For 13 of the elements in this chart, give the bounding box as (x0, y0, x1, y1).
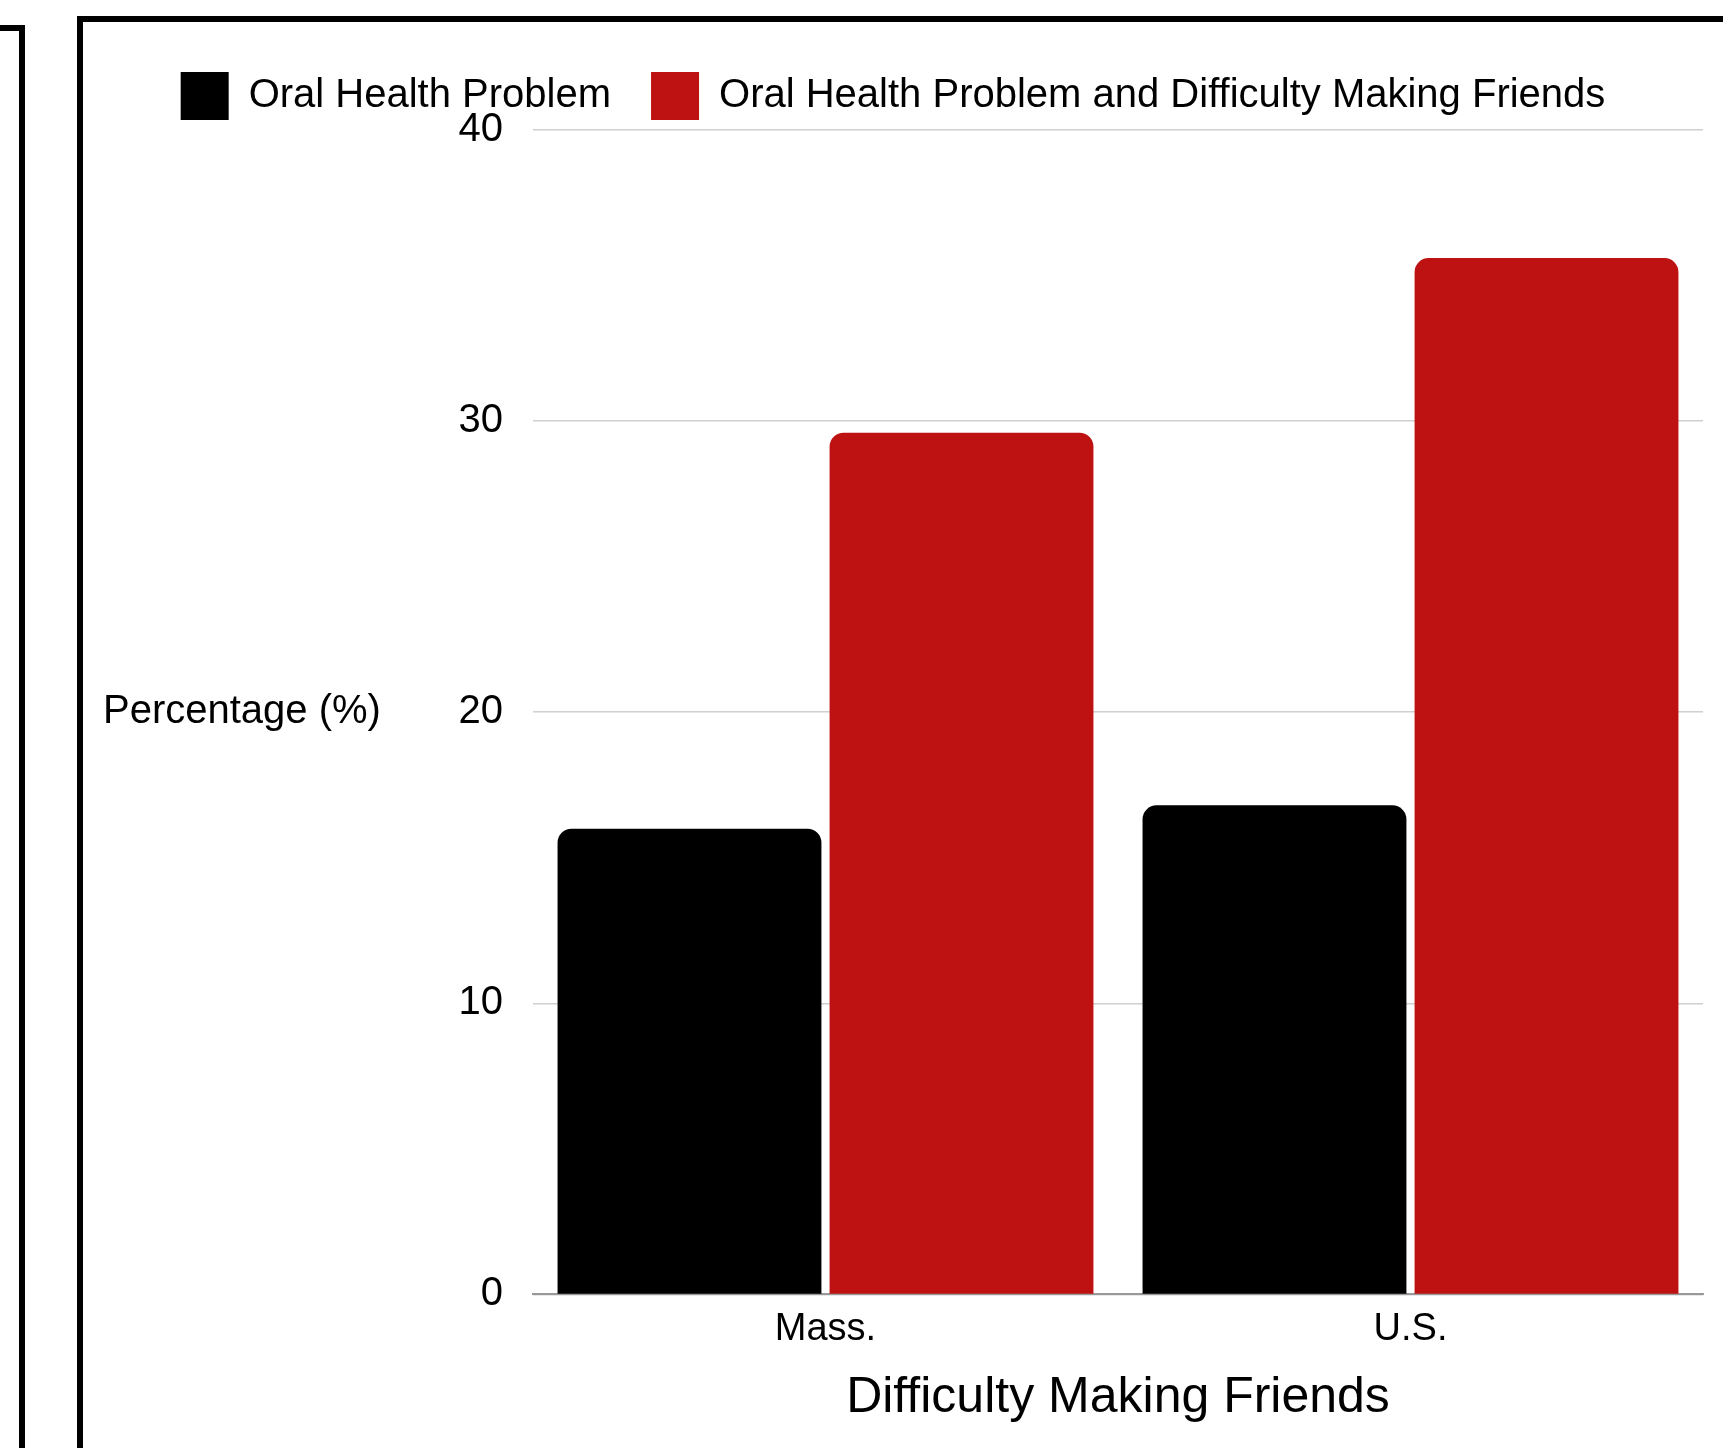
bar (1414, 258, 1679, 1294)
y-axis-title: Percentage (%) (103, 687, 381, 732)
x-tick-label: U.S. (1373, 1305, 1448, 1348)
x-tick-label: Mass. (774, 1305, 877, 1348)
legend-label: Oral Health Problem and Difficulty Making Friends (719, 71, 1606, 116)
y-tick-label: 0 (480, 1269, 503, 1314)
bar (1142, 805, 1407, 1294)
y-tick-label: 30 (458, 396, 503, 441)
bar (557, 828, 822, 1294)
x-axis-title: Difficulty Making Friends (846, 1366, 1390, 1423)
bar (829, 432, 1094, 1294)
y-tick-label: 10 (458, 978, 503, 1023)
y-tick-label: 20 (458, 687, 503, 732)
